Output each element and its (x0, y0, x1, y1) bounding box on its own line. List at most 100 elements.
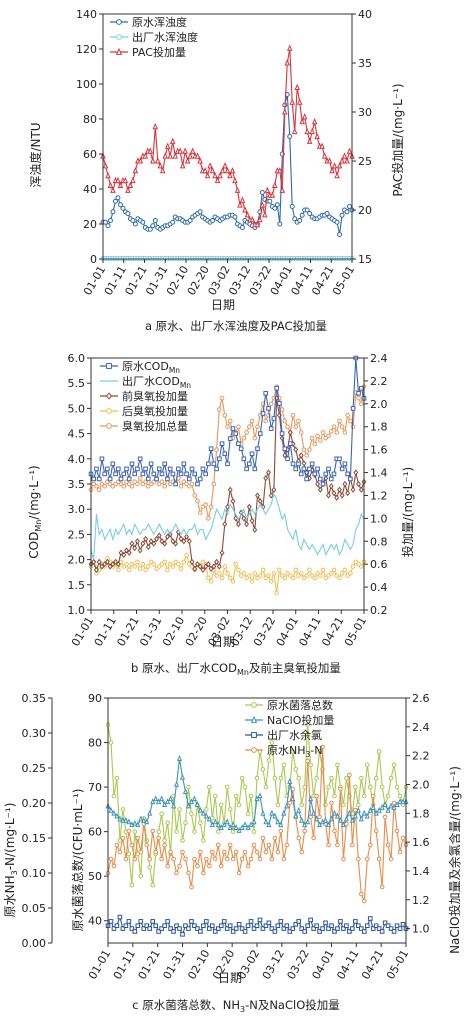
series-1-point (233, 824, 239, 831)
series-3-point (177, 863, 182, 869)
series-2-point (290, 926, 296, 931)
series-1-point (290, 795, 296, 802)
x-tick-label: 01-31 (137, 615, 164, 649)
series-4-point (102, 483, 107, 489)
series-2-point (341, 926, 346, 931)
series-1-point (236, 827, 242, 833)
series-1-point (239, 824, 245, 831)
series-1-point (391, 803, 397, 810)
series-0-point (315, 466, 320, 472)
series-2-point (314, 923, 319, 929)
series-2-point (155, 157, 161, 164)
series-0-point (110, 461, 116, 467)
series-0-point (304, 476, 309, 482)
series-3-point (147, 856, 153, 862)
legend-item: 出厂水CODMn (100, 374, 191, 390)
y-right-tick-label: 1.8 (412, 807, 430, 820)
series-1-point (376, 806, 382, 813)
series-3-point (183, 856, 188, 862)
legend-label: 原水菌落总数 (267, 698, 333, 712)
series-0-point (272, 205, 278, 211)
series-2-point (317, 929, 322, 934)
y-axis-title-cfu: 原水菌落总数/(CFU·mL⁻¹) (70, 789, 85, 932)
y-left-tick-label: 100 (76, 78, 97, 91)
legend-label: NaClO投加量 (267, 713, 334, 727)
series-0-point (130, 218, 136, 223)
series-0-point (277, 401, 282, 406)
series-2-point (335, 926, 340, 931)
series-2-point (347, 929, 352, 934)
y-axis-title-right: PAC投加量/(mg·L⁻¹) (390, 83, 405, 196)
series-2-point (339, 492, 345, 499)
series-2-point (232, 176, 238, 184)
series-4-point (301, 447, 307, 452)
series-3-point (186, 870, 191, 876)
series-2-point (162, 540, 168, 547)
series-3-point (162, 842, 167, 848)
y-right-tick-label: 1.4 (412, 865, 430, 878)
series-2-point (299, 926, 304, 931)
y-axis-title-right: 投加量/(mg·L⁻¹) (400, 467, 415, 557)
series-3-point (171, 856, 176, 862)
series-4-point (356, 395, 361, 401)
series-3-point (282, 575, 288, 581)
series-0-point (215, 829, 221, 834)
series-0-point (290, 749, 296, 754)
series-2-point (272, 181, 278, 188)
legend-label: 出厂水浑浊度 (132, 30, 198, 44)
y-right-tick-label: 0.8 (370, 535, 388, 548)
series-2-point (254, 220, 261, 228)
series-0-point (170, 219, 176, 225)
series-2-point (204, 171, 211, 179)
series-4-point (279, 407, 285, 412)
series-2-point (346, 147, 353, 154)
series-4-point (290, 412, 296, 418)
series-3-point (184, 552, 189, 558)
series-1-point (346, 809, 352, 816)
series-2-point (184, 533, 189, 540)
series-2-point (255, 492, 260, 499)
series-3-point (176, 561, 181, 567)
y-right-tick-label: 30 (358, 106, 372, 119)
series-1-point (221, 821, 227, 828)
series-0-point (282, 446, 288, 452)
series-3-point (326, 842, 331, 848)
series-1-point (388, 802, 394, 809)
y-axis-title-left: 浑浊度/NTU (28, 122, 43, 187)
series-3-point (126, 828, 132, 834)
x-tick-label: 01-21 (136, 948, 163, 982)
series-0-point (115, 195, 121, 201)
series-2-point (336, 162, 343, 169)
series-1-point (224, 818, 230, 825)
series-2-point (134, 538, 140, 545)
legend-item: 原水CODMn (100, 360, 180, 375)
series-2-point (132, 929, 138, 934)
series-0-point (212, 793, 218, 799)
series-3-point (239, 856, 245, 862)
series-3-point (373, 828, 379, 834)
series-1-point (284, 802, 290, 809)
series-3-point (367, 842, 373, 848)
x-axis-title: 日期 (211, 635, 235, 649)
series-4-point (263, 418, 269, 424)
series-1-point (206, 815, 212, 822)
series-2-point (248, 919, 254, 924)
series-1-point (400, 798, 406, 805)
series-0-point (151, 471, 157, 477)
series-2-point (287, 429, 293, 436)
y-right-tick-label: 1.6 (412, 836, 430, 849)
series-2-point (385, 923, 391, 929)
series-2-point (263, 923, 269, 929)
series-1-point (281, 809, 287, 816)
series-0-point (248, 793, 254, 799)
series-0-point (287, 441, 293, 446)
series-0-point (376, 749, 382, 754)
series-3-point (257, 856, 263, 862)
series-2-point (350, 926, 355, 931)
series-1-point (311, 809, 317, 816)
series-1-point (355, 806, 361, 813)
series-2-point (224, 167, 231, 174)
series-2-point (296, 919, 302, 924)
series-0-point (222, 451, 228, 457)
series-2-point (242, 929, 248, 934)
